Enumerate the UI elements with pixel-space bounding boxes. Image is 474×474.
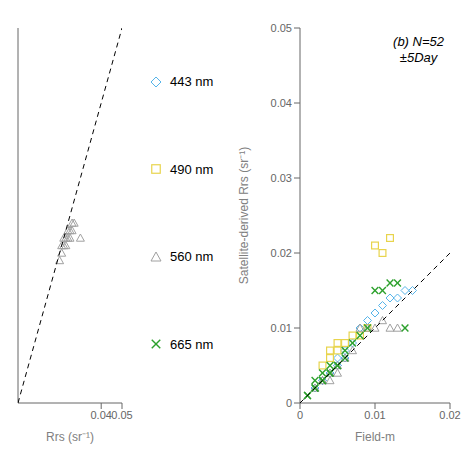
svg-text:Field-m: Field-m bbox=[355, 430, 395, 444]
svg-text:0.02: 0.02 bbox=[271, 247, 292, 259]
html-text:490 nm: 490 nm bbox=[170, 161, 214, 177]
svg-text:0.03: 0.03 bbox=[271, 172, 292, 184]
svg-text:0.04: 0.04 bbox=[90, 409, 111, 421]
svg-text:0.05: 0.05 bbox=[271, 22, 292, 34]
svg-text:0: 0 bbox=[297, 409, 303, 421]
svg-text:Rrs (sr⁻¹): Rrs (sr⁻¹) bbox=[46, 430, 94, 444]
svg-text:0.01: 0.01 bbox=[364, 409, 385, 421]
svg-text:Satellite-derived Rrs (sr⁻¹): Satellite-derived Rrs (sr⁻¹) bbox=[238, 147, 251, 284]
html-text:(b) N=52: (b) N=52 bbox=[393, 34, 444, 49]
svg-text:0.02: 0.02 bbox=[439, 409, 460, 421]
svg-text:0: 0 bbox=[286, 397, 292, 409]
html-text:560 nm: 560 nm bbox=[170, 249, 214, 265]
html-text:443 nm: 443 nm bbox=[170, 74, 214, 90]
svg-text:0.05: 0.05 bbox=[111, 409, 132, 421]
svg-text:0.04: 0.04 bbox=[271, 97, 292, 109]
html-text:±5Day: ±5Day bbox=[399, 50, 438, 65]
html-text:665 nm: 665 nm bbox=[170, 336, 214, 352]
svg-text:0.01: 0.01 bbox=[271, 322, 292, 334]
